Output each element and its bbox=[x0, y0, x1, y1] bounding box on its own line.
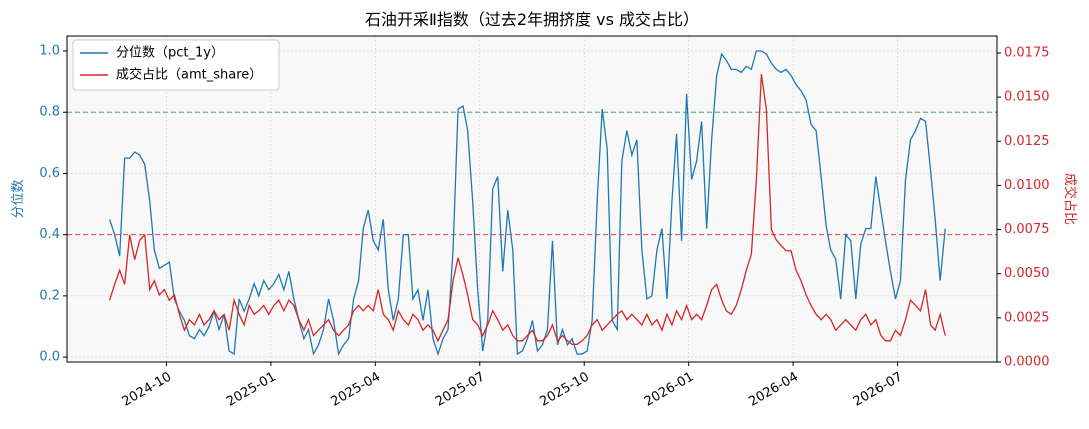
y2-axis-label: 成交占比 bbox=[1062, 173, 1078, 225]
y-tick-label: 0.8 bbox=[39, 105, 60, 120]
x-tick-label: 2026-04 bbox=[746, 370, 801, 410]
legend-box bbox=[72, 39, 280, 91]
y2-tick-label: 0.0175 bbox=[1004, 45, 1050, 60]
x-tick-label: 2025-01 bbox=[224, 370, 279, 410]
y-tick-label: 0.2 bbox=[39, 288, 60, 303]
y2-tick-label: 0.0025 bbox=[1004, 310, 1050, 325]
series-line bbox=[108, 74, 946, 345]
plot-frame bbox=[66, 35, 998, 363]
y2-tick-label: 0.0125 bbox=[1004, 134, 1050, 149]
y-axis-label: 分位数 bbox=[11, 179, 26, 218]
y-tick-label: 0.6 bbox=[39, 166, 60, 181]
chart-title: 石油开采Ⅱ指数（过去2年拥挤度 vs 成交占比） bbox=[365, 10, 699, 29]
legend-label: 分位数（pct_1y） bbox=[116, 46, 224, 61]
series-line bbox=[108, 50, 946, 357]
y-tick-label: 0.0 bbox=[39, 350, 60, 365]
y-tick-label: 0.4 bbox=[39, 227, 60, 242]
x-tick-label: 2026-07 bbox=[851, 370, 906, 410]
y2-tick-label: 0.0000 bbox=[1004, 355, 1050, 370]
x-tick-label: 2025-04 bbox=[329, 370, 384, 410]
y2-tick-label: 0.0150 bbox=[1004, 90, 1050, 105]
x-tick-label: 2026-01 bbox=[642, 370, 697, 410]
x-tick-label: 2025-07 bbox=[433, 370, 488, 410]
legend: 分位数（pct_1y） 成交占比（amt_share） bbox=[72, 39, 280, 91]
x-tick-label: 2025-10 bbox=[537, 370, 592, 410]
x-tick-label: 2024-10 bbox=[120, 370, 175, 410]
y-tick-label: 1.0 bbox=[39, 43, 60, 58]
y2-tick-label: 0.0075 bbox=[1004, 222, 1050, 237]
y2-tick-label: 0.0050 bbox=[1004, 266, 1050, 281]
legend-label: 成交占比（amt_share） bbox=[116, 67, 262, 83]
y2-tick-label: 0.0100 bbox=[1004, 178, 1050, 193]
